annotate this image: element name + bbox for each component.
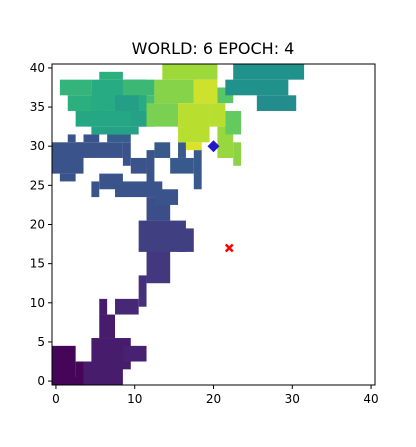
heatmap-region xyxy=(122,345,147,362)
markers xyxy=(207,140,234,253)
heatmap-region xyxy=(91,126,139,135)
heatmap-region xyxy=(178,103,210,143)
heatmap-region xyxy=(146,150,155,190)
heatmap-region xyxy=(130,157,147,174)
heatmap-region xyxy=(107,134,131,143)
x-tick-label: 10 xyxy=(127,392,142,406)
heatmap-region xyxy=(233,64,305,80)
heatmap-region xyxy=(154,79,194,104)
heatmap-region xyxy=(146,103,179,127)
heatmap-region xyxy=(185,142,202,151)
y-tick-label: 5 xyxy=(37,335,45,349)
heatmap-region xyxy=(59,173,76,182)
heatmap-region xyxy=(75,110,147,127)
heatmap-region xyxy=(146,244,171,284)
heatmap-region xyxy=(91,181,100,198)
y-tick-label: 15 xyxy=(30,257,45,271)
heatmap-region xyxy=(75,361,84,385)
heatmap-region xyxy=(154,142,171,158)
heatmap-region xyxy=(115,298,139,315)
heatmap-region xyxy=(52,345,76,385)
y-axis: 0 5 10 15 20 25 30 35 40 xyxy=(30,61,52,388)
y-tick-label: 20 xyxy=(30,218,45,232)
heatmap-region xyxy=(209,103,226,127)
x-tick-label: 20 xyxy=(206,392,221,406)
chart-title: WORLD: 6 EPOCH: 4 xyxy=(132,39,295,58)
y-tick-label: 10 xyxy=(30,296,45,310)
heatmap-region xyxy=(67,134,76,143)
heatmap-region xyxy=(193,79,218,104)
heatmap-region xyxy=(52,377,84,385)
heatmap-region xyxy=(59,79,92,96)
x-axis: 0 10 20 30 40 xyxy=(52,385,379,406)
heatmap-region xyxy=(225,79,289,96)
heatmap-region xyxy=(99,71,123,80)
heatmap-region xyxy=(99,314,116,339)
heatmap-region xyxy=(256,95,297,111)
heatmap-region xyxy=(99,173,123,190)
y-tick-label: 25 xyxy=(30,178,45,192)
heatmap-region xyxy=(75,142,123,158)
heatmap-cells xyxy=(52,64,305,385)
y-tick-label: 0 xyxy=(37,374,45,388)
heatmap-region xyxy=(178,142,186,158)
heatmap-region xyxy=(122,142,131,166)
agent-marker xyxy=(207,140,220,153)
y-tick-label: 30 xyxy=(30,139,45,153)
heatmap-region xyxy=(233,142,242,166)
x-tick-label: 40 xyxy=(363,392,378,406)
heatmap-region xyxy=(193,150,202,190)
heatmap-region xyxy=(115,95,139,111)
heatmap-region xyxy=(225,110,242,135)
heatmap-region xyxy=(178,228,194,252)
y-tick-label: 35 xyxy=(30,100,45,114)
heatmap-region xyxy=(99,298,108,315)
heatmap-region xyxy=(122,79,155,96)
heatmap-region xyxy=(170,157,194,174)
goal-marker xyxy=(224,243,234,253)
x-tick-label: 0 xyxy=(52,392,60,406)
x-tick-label: 30 xyxy=(285,392,300,406)
y-tick-label: 40 xyxy=(30,61,45,75)
heatmap-region xyxy=(138,275,147,307)
heatmap-region xyxy=(83,134,100,143)
heatmap-region xyxy=(162,64,218,80)
